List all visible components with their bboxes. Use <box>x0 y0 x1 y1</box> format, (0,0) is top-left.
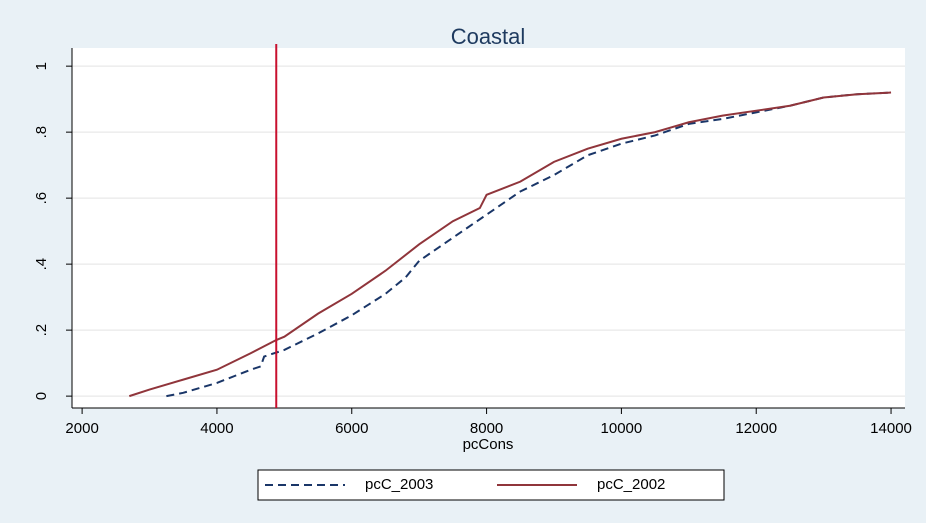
y-tick-label: .6 <box>33 192 50 205</box>
x-axis-label: pcCons <box>463 436 514 453</box>
x-tick-label: 10000 <box>601 420 643 437</box>
chart-title: Coastal <box>451 24 526 49</box>
series-line <box>128 91 892 398</box>
x-tick-label: 4000 <box>200 420 233 437</box>
plot-area <box>72 48 905 408</box>
y-tick-label: .8 <box>33 126 50 139</box>
y-tick-label: 0 <box>33 392 50 400</box>
x-tick-label: 14000 <box>870 420 912 437</box>
x-tick-label: 8000 <box>470 420 503 437</box>
legend-label: pcC_2002 <box>597 476 665 493</box>
x-tick-label: 6000 <box>335 420 368 437</box>
x-tick-label: 12000 <box>735 420 777 437</box>
x-tick-label: 2000 <box>65 420 98 437</box>
y-tick-label: .2 <box>33 324 50 337</box>
y-tick-label: 1 <box>33 62 50 70</box>
series-line <box>166 91 892 398</box>
y-tick-label: .4 <box>33 258 50 271</box>
legend-label: pcC_2003 <box>365 476 433 493</box>
